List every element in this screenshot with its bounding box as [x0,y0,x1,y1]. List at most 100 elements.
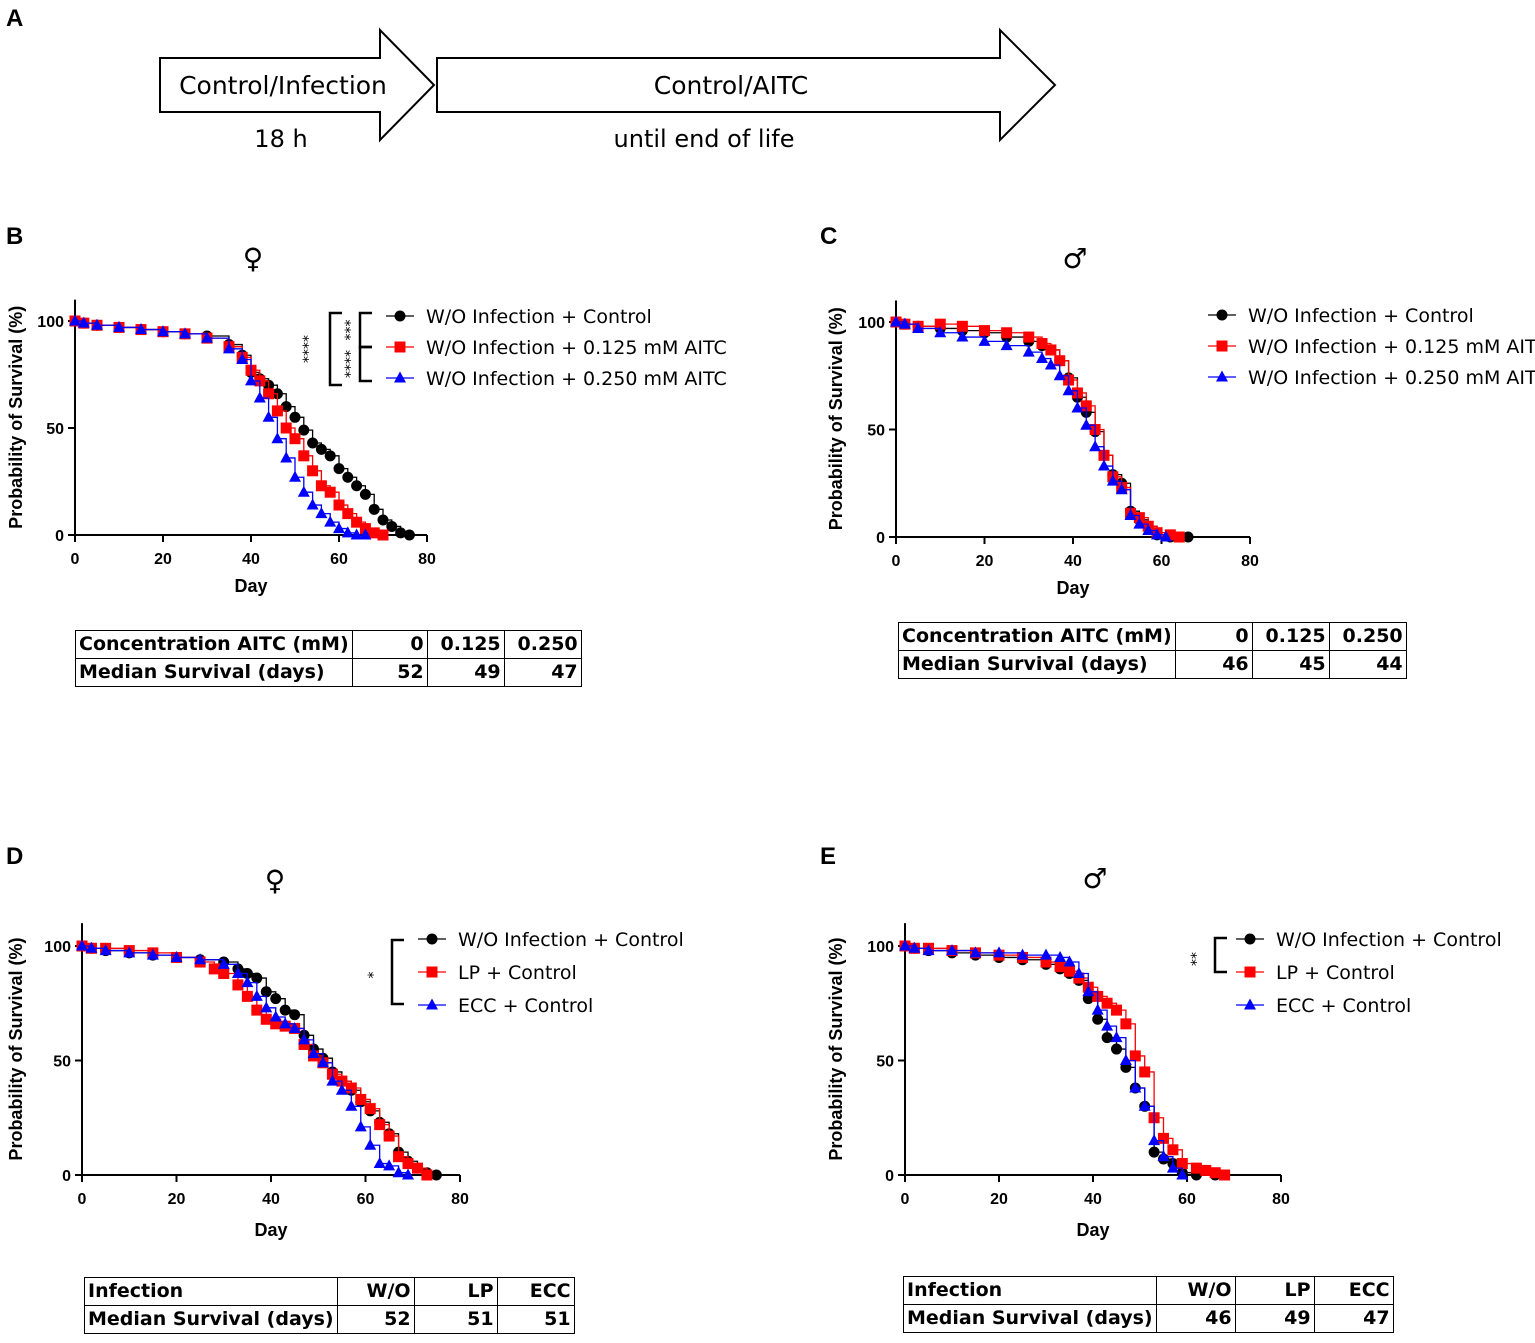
data-point [1157,1150,1170,1162]
data-point [1133,517,1146,529]
data-point [922,944,935,956]
series-3 [899,939,1189,1180]
chart-title: ♀ [243,242,264,275]
data-point [315,507,328,519]
significance-bracket: ** [1189,936,1227,974]
data-point [394,371,406,383]
charts-layer: B ♀ 0 50 100 0 20 40 60 80 Day Probability of Survi… [6,223,1535,1240]
table-cell: Median Survival (days) [898,650,1176,679]
median-table-d: Infection W/O LP ECC Median Survival (da… [84,1277,575,1334]
y-tick-label: 50 [53,1054,71,1071]
data-point [99,944,112,956]
data-point [934,318,946,330]
data-point [1063,955,1076,967]
data-point [392,1166,405,1178]
data-point [403,529,415,541]
data-point [1138,1099,1151,1111]
table-cell: 0.250 [503,630,582,659]
data-point [1040,956,1052,968]
significance-bracket: **** [301,311,342,387]
data-point [956,330,969,342]
data-point [364,1103,376,1115]
significance-label: **** [343,350,359,378]
data-point [77,316,90,328]
data-point [1244,933,1256,945]
data-point [1097,459,1110,471]
data-point [350,528,363,540]
significance-bracket: * [366,938,404,1006]
data-point [1044,358,1057,370]
table-cell: 52 [351,658,428,687]
data-point [1151,528,1164,540]
table-row: Median Survival (days) 46 45 44 [898,650,1407,679]
data-point [1216,370,1228,382]
legend-entry: LP + Control [1236,962,1395,984]
data-point [1023,331,1035,343]
data-point [298,424,310,436]
legend-entry: W/O Infection + 0.250 mM AITC [1208,367,1535,389]
legend-entry: W/O Infection + 0.250 mM AITC [386,368,727,390]
data-point [333,522,345,534]
data-point [297,485,310,497]
data-point [1244,966,1256,978]
x-tick-label: 20 [976,553,994,570]
legend-label: W/O Infection + 0.125 mM AITC [426,337,727,359]
legend-label: ECC + Control [458,995,593,1017]
table-row: Median Survival (days) 46 49 47 [903,1304,1394,1333]
y-tick-label: 50 [46,421,64,438]
table-cell: 46 [1155,1304,1236,1333]
data-point [934,326,947,338]
table-cell: 0.125 [426,630,505,659]
x-axis-label: Day [254,1220,287,1240]
survival-chart-d: D ♀ 0 50 100 0 20 40 60 80 Day Probability of Survi… [6,843,684,1240]
data-point [1045,344,1057,356]
data-point [260,986,272,998]
table-header-row: Infection W/O LP ECC [84,1277,575,1306]
data-point [1176,1168,1189,1180]
legend-label: W/O Infection + Control [1276,929,1502,951]
significance-label: * [366,972,382,979]
table-cell: 52 [336,1305,415,1334]
data-point [280,422,292,434]
x-axis-label: Day [1056,578,1089,598]
y-axis-label: Probability of Survival (%) [6,938,26,1161]
data-point [1176,1158,1188,1170]
series-3 [890,315,1172,542]
table-cell: 46 [1174,650,1253,679]
data-point [326,1074,339,1086]
x-tick-label: 60 [1153,553,1171,570]
table-cell: LP [1234,1276,1315,1305]
data-point [270,1018,282,1030]
data-point [306,498,319,510]
series-line [905,945,1225,1176]
data-point [270,993,282,1005]
table-cell: LP [413,1277,498,1306]
significance-bracket: *** [343,311,372,349]
data-point [1036,338,1048,349]
y-tick-label: 0 [62,1168,71,1185]
table-cell: W/O [336,1277,415,1306]
data-point [1053,369,1066,381]
median-table-c: Concentration AITC (mM) 0 0.125 0.250 Me… [898,622,1407,679]
data-point [324,515,337,527]
x-tick-label: 20 [990,1191,1008,1208]
data-point [269,1010,282,1022]
legend-label: W/O Infection + 0.250 mM AITC [426,368,727,390]
data-point [260,1013,272,1025]
table-cell: Infection [903,1276,1157,1305]
significance-label: ** [1189,952,1205,966]
data-point [368,527,380,539]
data-point [194,953,207,965]
x-tick-label: 40 [262,1191,280,1208]
data-point [1139,1066,1151,1078]
data-point [1054,961,1066,973]
table-cell: Median Survival (days) [75,658,353,687]
data-point [1092,1013,1104,1025]
data-point [1110,1031,1123,1043]
data-point [289,470,301,482]
data-point [76,939,88,951]
y-tick-label: 100 [44,939,71,956]
data-point [383,1159,396,1171]
table-cell: 51 [413,1305,498,1334]
data-point [1158,1132,1169,1144]
